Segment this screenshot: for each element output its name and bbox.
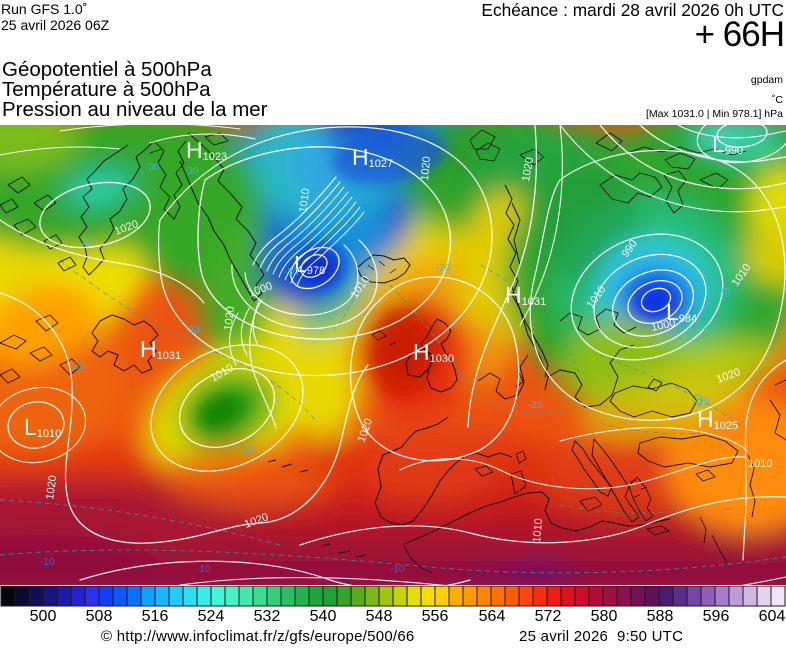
svg-text:-20: -20 [695, 397, 710, 408]
svg-text:1020: 1020 [44, 475, 59, 501]
svg-text:1010: 1010 [297, 188, 312, 214]
svg-text:-10: -10 [40, 557, 55, 568]
svg-text:1000: 1000 [650, 317, 676, 334]
svg-text:-10: -10 [390, 564, 405, 575]
svg-text:1010: 1010 [531, 518, 545, 543]
svg-text:1020: 1020 [419, 156, 433, 181]
svg-text:-30: -30 [284, 267, 299, 278]
svg-text:-20: -20 [715, 287, 730, 298]
svg-text:-30: -30 [145, 162, 160, 173]
svg-text:-20: -20 [528, 400, 543, 411]
svg-text:-10: -10 [196, 564, 211, 575]
svg-text:-20: -20 [185, 325, 200, 336]
svg-text:20: 20 [691, 393, 706, 408]
svg-text:1020: 1020 [222, 306, 237, 332]
svg-text:-20: -20 [240, 445, 255, 456]
svg-text:-20: -20 [436, 263, 451, 274]
svg-text:1020: 1020 [520, 156, 536, 182]
svg-text:1010: 1010 [748, 458, 772, 470]
svg-text:-20: -20 [78, 237, 93, 248]
svg-text:-20: -20 [700, 322, 715, 333]
svg-text:-20: -20 [70, 361, 85, 372]
svg-text:-30: -30 [184, 166, 199, 177]
